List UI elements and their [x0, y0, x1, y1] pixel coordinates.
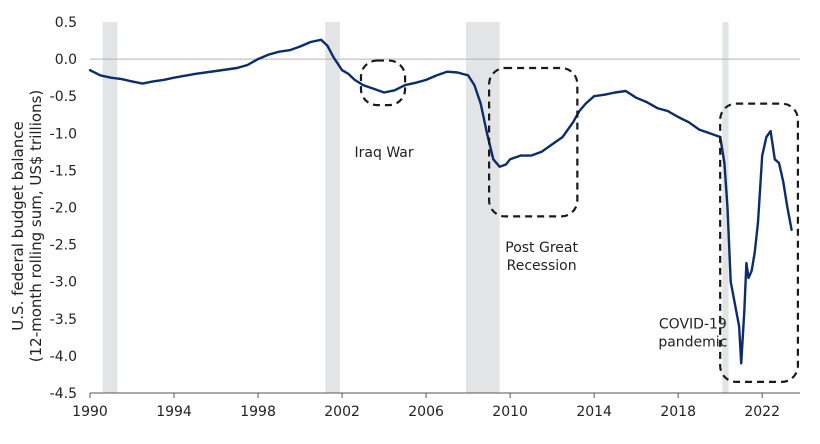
annotation-label-2: Recession	[507, 258, 577, 274]
recession-band-3	[466, 22, 500, 393]
series-lines	[88, 38, 793, 365]
x-tick-label: 2022	[744, 404, 780, 420]
y-axis-label-line2: (12-month rolling sum, US$ trillions)	[27, 90, 45, 362]
x-tick-label: 1998	[240, 404, 276, 420]
annotation-label-3: pandemic	[658, 334, 727, 350]
annotation-label-3: COVID-19	[659, 316, 727, 332]
y-tick-label: 0.5	[55, 15, 77, 31]
annotation-box-2	[488, 66, 579, 218]
y-axis-label: U.S. federal budget balance (12-month ro…	[9, 90, 45, 362]
y-tick-label: -1.5	[50, 163, 77, 179]
x-tick-label: 2014	[576, 404, 612, 420]
annotations: Iraq War Post Great Recession COVID-19 pande…	[355, 59, 799, 383]
y-tick-label: -1.0	[50, 126, 77, 142]
x-tick-label: 2010	[492, 404, 528, 420]
y-tick-label: -0.5	[50, 89, 77, 105]
x-tick-label: 1990	[72, 404, 108, 420]
y-tick-label: -3.5	[50, 312, 77, 328]
y-axis-ticks: 0.5 0.0 -0.5 -1.0 -1.5 -2.0 -2.5 -3.0 -3.5 -4.0 -4…	[50, 15, 77, 402]
y-tick-label: -2.5	[50, 238, 77, 254]
annotation-box-3	[719, 102, 799, 383]
annotation-label-2: Post Great	[505, 240, 578, 256]
y-tick-label: -4.5	[50, 386, 77, 402]
y-tick-label: -2.0	[50, 201, 77, 217]
recession-band-1	[102, 22, 118, 393]
x-tick-label: 2018	[660, 404, 696, 420]
y-axis-label-line1: U.S. federal budget balance	[9, 121, 27, 330]
x-tick-label: 2002	[324, 404, 360, 420]
series-line-1	[88, 38, 793, 365]
x-axis-ticks: 1990 1994 1998 2002 2006 2010 2014 2018 2022	[72, 392, 800, 420]
annotation-label-1: Iraq War	[355, 145, 414, 161]
recession-band-2	[325, 22, 340, 393]
x-tick-label: 1994	[156, 404, 192, 420]
y-tick-label: -3.0	[50, 275, 77, 291]
y-tick-label: -4.0	[50, 349, 77, 365]
recession-bands	[102, 22, 729, 393]
y-tick-label: 0.0	[55, 52, 77, 68]
recession-band-4	[722, 22, 729, 393]
annotation-box-1	[359, 59, 407, 107]
x-tick-label: 2006	[408, 404, 444, 420]
